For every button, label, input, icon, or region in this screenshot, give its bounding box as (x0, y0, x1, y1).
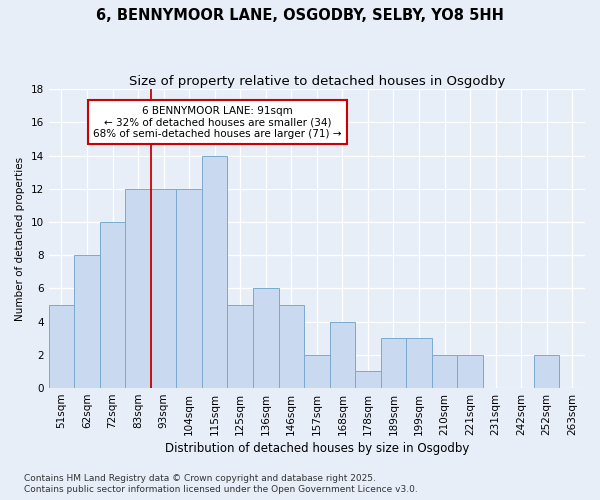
Y-axis label: Number of detached properties: Number of detached properties (15, 156, 25, 320)
Bar (380, 338, 406, 388)
Bar (278, 305, 304, 388)
Bar (304, 355, 329, 388)
Bar (100, 222, 125, 388)
Bar (176, 189, 202, 388)
Bar (253, 288, 278, 388)
Text: 6, BENNYMOOR LANE, OSGODBY, SELBY, YO8 5HH: 6, BENNYMOOR LANE, OSGODBY, SELBY, YO8 5… (96, 8, 504, 22)
Bar (355, 372, 380, 388)
Bar (406, 338, 432, 388)
Title: Size of property relative to detached houses in Osgodby: Size of property relative to detached ho… (128, 75, 505, 88)
Bar (151, 189, 176, 388)
Text: Contains HM Land Registry data © Crown copyright and database right 2025.
Contai: Contains HM Land Registry data © Crown c… (24, 474, 418, 494)
Text: 6 BENNYMOOR LANE: 91sqm
← 32% of detached houses are smaller (34)
68% of semi-de: 6 BENNYMOOR LANE: 91sqm ← 32% of detache… (94, 106, 342, 139)
Bar (457, 355, 483, 388)
Bar (432, 355, 457, 388)
Bar (125, 189, 151, 388)
Bar (74, 255, 100, 388)
Bar (329, 322, 355, 388)
Bar (202, 156, 227, 388)
Bar (49, 305, 74, 388)
Bar (227, 305, 253, 388)
Bar (534, 355, 559, 388)
X-axis label: Distribution of detached houses by size in Osgodby: Distribution of detached houses by size … (164, 442, 469, 455)
